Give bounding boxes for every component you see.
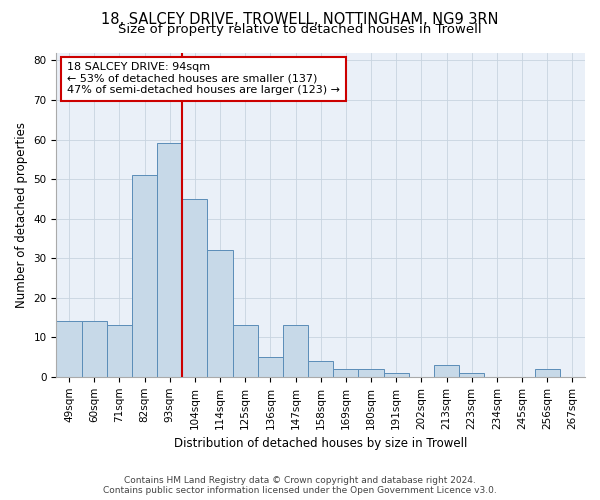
Bar — [333, 369, 358, 377]
Text: 18, SALCEY DRIVE, TROWELL, NOTTINGHAM, NG9 3RN: 18, SALCEY DRIVE, TROWELL, NOTTINGHAM, N… — [101, 12, 499, 28]
Bar — [157, 144, 182, 377]
Bar — [535, 369, 560, 377]
X-axis label: Distribution of detached houses by size in Trowell: Distribution of detached houses by size … — [174, 437, 467, 450]
Bar — [56, 322, 82, 377]
Bar — [182, 199, 208, 377]
Bar — [132, 175, 157, 377]
Bar — [358, 369, 383, 377]
Bar — [107, 326, 132, 377]
Bar — [383, 373, 409, 377]
Bar — [308, 361, 333, 377]
Bar — [208, 250, 233, 377]
Bar — [459, 373, 484, 377]
Text: 18 SALCEY DRIVE: 94sqm
← 53% of detached houses are smaller (137)
47% of semi-de: 18 SALCEY DRIVE: 94sqm ← 53% of detached… — [67, 62, 340, 96]
Text: Size of property relative to detached houses in Trowell: Size of property relative to detached ho… — [118, 22, 482, 36]
Bar — [283, 326, 308, 377]
Text: Contains HM Land Registry data © Crown copyright and database right 2024.
Contai: Contains HM Land Registry data © Crown c… — [103, 476, 497, 495]
Bar — [82, 322, 107, 377]
Y-axis label: Number of detached properties: Number of detached properties — [15, 122, 28, 308]
Bar — [434, 365, 459, 377]
Bar — [233, 326, 258, 377]
Bar — [258, 357, 283, 377]
